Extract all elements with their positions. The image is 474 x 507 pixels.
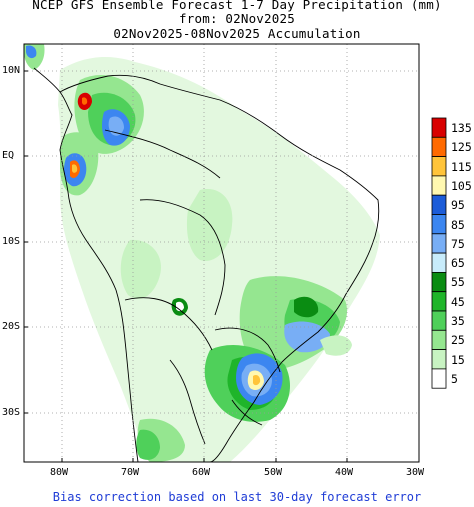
lat-label-20s: 20S	[2, 321, 21, 332]
colorbar-swatch	[431, 233, 447, 254]
colorbar-swatch	[431, 214, 447, 235]
colorbar-swatch	[431, 291, 447, 312]
lat-label-30s: 30S	[2, 407, 21, 418]
lat-label-10n: 10N	[2, 65, 21, 76]
colorbar-label: 5	[451, 371, 458, 386]
lon-label-80w: 80W	[50, 467, 69, 478]
colorbar-swatch	[431, 349, 447, 370]
lon-label-60w: 60W	[192, 467, 211, 478]
colorbar-label: 35	[451, 314, 465, 328]
lat-label-10s: 10S	[2, 236, 21, 247]
bias-correction-note: Bias correction based on last 30-day for…	[52, 490, 422, 504]
colorbar-swatch	[431, 252, 447, 273]
coastlines	[33, 67, 380, 462]
colorbar-label: 25	[451, 333, 465, 348]
lon-label-40w: 40W	[335, 467, 354, 478]
colorbar-swatch	[431, 310, 447, 331]
colorbar-label: 135	[451, 121, 472, 135]
colorbar-label: 45	[451, 294, 465, 309]
colorbar-label: 85	[451, 217, 465, 232]
colorbar-label: 95	[451, 198, 465, 213]
lon-label-50w: 50W	[264, 467, 283, 478]
lat-label-eq: EQ	[2, 150, 15, 161]
colorbar-swatch	[431, 368, 447, 389]
colorbar-swatch	[431, 117, 447, 138]
colorbar-swatch	[431, 175, 447, 196]
map-frame	[23, 43, 420, 463]
colorbar-label: 15	[451, 352, 465, 367]
colorbar-swatch	[431, 156, 447, 177]
grid-lines	[24, 44, 419, 462]
precip-shading	[24, 44, 380, 462]
colorbar-label: 105	[451, 178, 472, 193]
lon-label-70w: 70W	[121, 467, 140, 478]
colorbar-swatch	[431, 194, 447, 215]
colorbar-label: 75	[451, 236, 465, 251]
map-title: NCEP GFS Ensemble Forecast 1-7 Day Preci…	[32, 0, 442, 12]
colorbar-swatch	[431, 136, 447, 158]
accumulation-period: 02Nov2025-08Nov2025 Accumulation	[113, 26, 361, 41]
colorbar-label: 115	[451, 159, 472, 174]
colorbar-label: 55	[451, 275, 465, 290]
colorbar-swatch	[431, 329, 447, 350]
colorbar-label: 125	[451, 140, 472, 155]
colorbar-label: 65	[451, 256, 465, 271]
axis-ticks	[24, 70, 348, 462]
forecast-start-date: from: 02Nov2025	[179, 11, 295, 26]
colorbar-swatch	[431, 271, 447, 293]
colorbar	[431, 117, 447, 389]
lon-label-30w: 30W	[406, 467, 425, 478]
